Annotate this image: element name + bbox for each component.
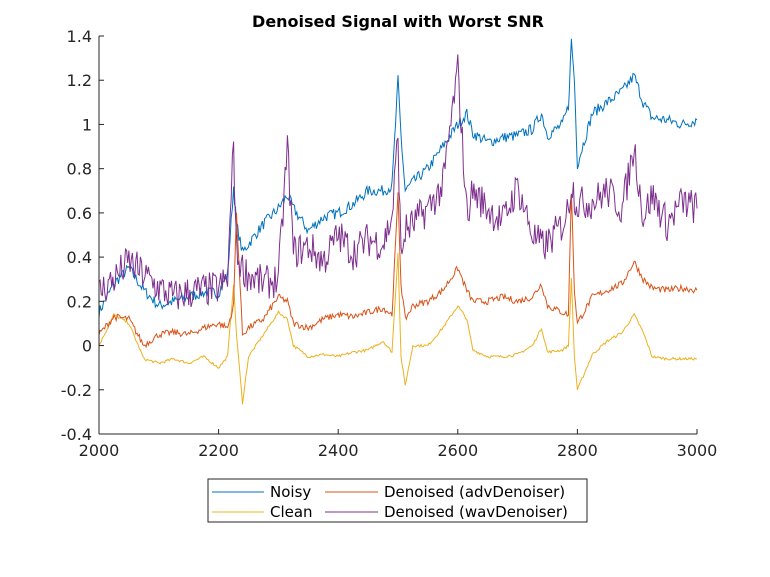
x-tick-label: 2000 (79, 441, 120, 460)
series-line-denoised-advdenoiser (98, 192, 698, 349)
x-tick-label: 2800 (557, 441, 598, 460)
legend-label-wav: Denoised (wavDenoiser) (384, 503, 568, 521)
legend-label-adv: Denoised (advDenoiser) (384, 483, 565, 501)
y-tick-label: 0.4 (67, 248, 92, 267)
x-tick-label: 2400 (318, 441, 359, 460)
y-tick-label: 0.8 (67, 160, 92, 179)
x-tick-label: 2600 (437, 441, 478, 460)
legend-box (207, 478, 588, 523)
chart-title: Denoised Signal with Worst SNR (252, 12, 544, 31)
series-layer (98, 38, 698, 405)
series-line-noisy (98, 38, 698, 318)
y-tick-label: 0.2 (67, 292, 92, 311)
y-tick-label: -0.4 (61, 425, 92, 444)
legend-label-noisy: Noisy (270, 483, 311, 501)
y-tick-label: -0.2 (61, 381, 92, 400)
y-tick-label: 1.2 (67, 71, 92, 90)
y-tick-label: 1 (82, 115, 92, 134)
series-line-clean (98, 252, 698, 405)
legend-label-clean: Clean (270, 503, 313, 521)
y-tick-label: 0.6 (67, 204, 92, 223)
ticks: 2000 2200 2400 2600 2800 3000 1.4 1.2 1 0.8 0.6 0.4… (61, 27, 718, 460)
y-tick-label: 1.4 (67, 27, 92, 46)
x-tick-label: 3000 (677, 441, 718, 460)
x-tick-label: 2200 (198, 441, 239, 460)
legend[interactable]: Noisy Clean Denoised (advDenoiser) Denoi… (207, 478, 588, 523)
series-line-denoised-wavdenoiser (98, 54, 698, 310)
y-tick-label: 0 (82, 337, 92, 356)
